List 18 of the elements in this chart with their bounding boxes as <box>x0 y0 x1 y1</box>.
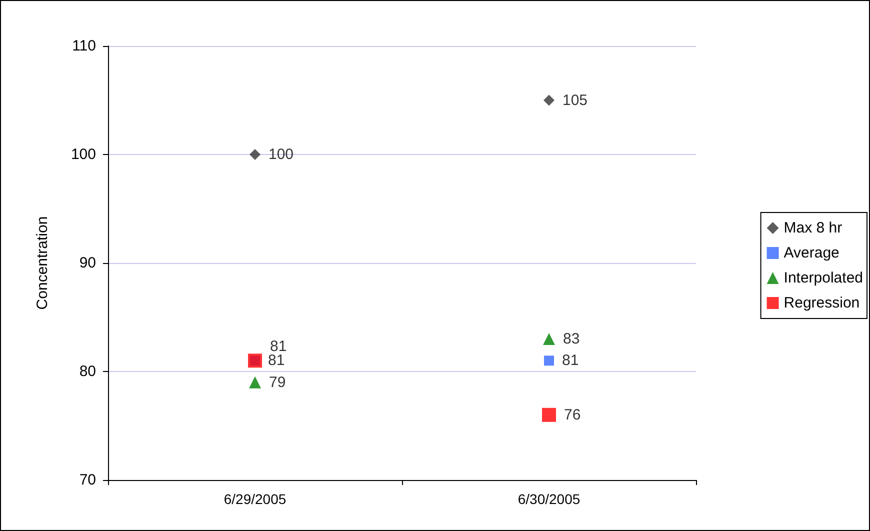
y-tick-label: 100 <box>70 146 96 163</box>
legend-label: Max 8 hr <box>784 220 842 236</box>
legend-label: Average <box>784 244 840 262</box>
data-label: 100 <box>268 146 294 163</box>
y-tick-label: 90 <box>79 254 96 272</box>
data-label: 83 <box>563 330 580 348</box>
x-tick-label: 6/29/2005 <box>224 491 286 507</box>
data-label: 79 <box>269 374 286 391</box>
y-tick-label: 80 <box>79 363 96 380</box>
legend-label: Regression <box>784 294 860 312</box>
data-label: 105 <box>562 92 588 109</box>
y-tick-label: 110 <box>72 38 96 54</box>
data-label: 76 <box>564 406 581 424</box>
x-tick-label: 6/30/2005 <box>518 491 580 507</box>
legend-label: Interpolated <box>784 270 864 286</box>
y-axis-title: Concentration <box>34 216 51 310</box>
data-label: 81 <box>562 352 579 370</box>
y-tick-label: 70 <box>79 472 96 488</box>
